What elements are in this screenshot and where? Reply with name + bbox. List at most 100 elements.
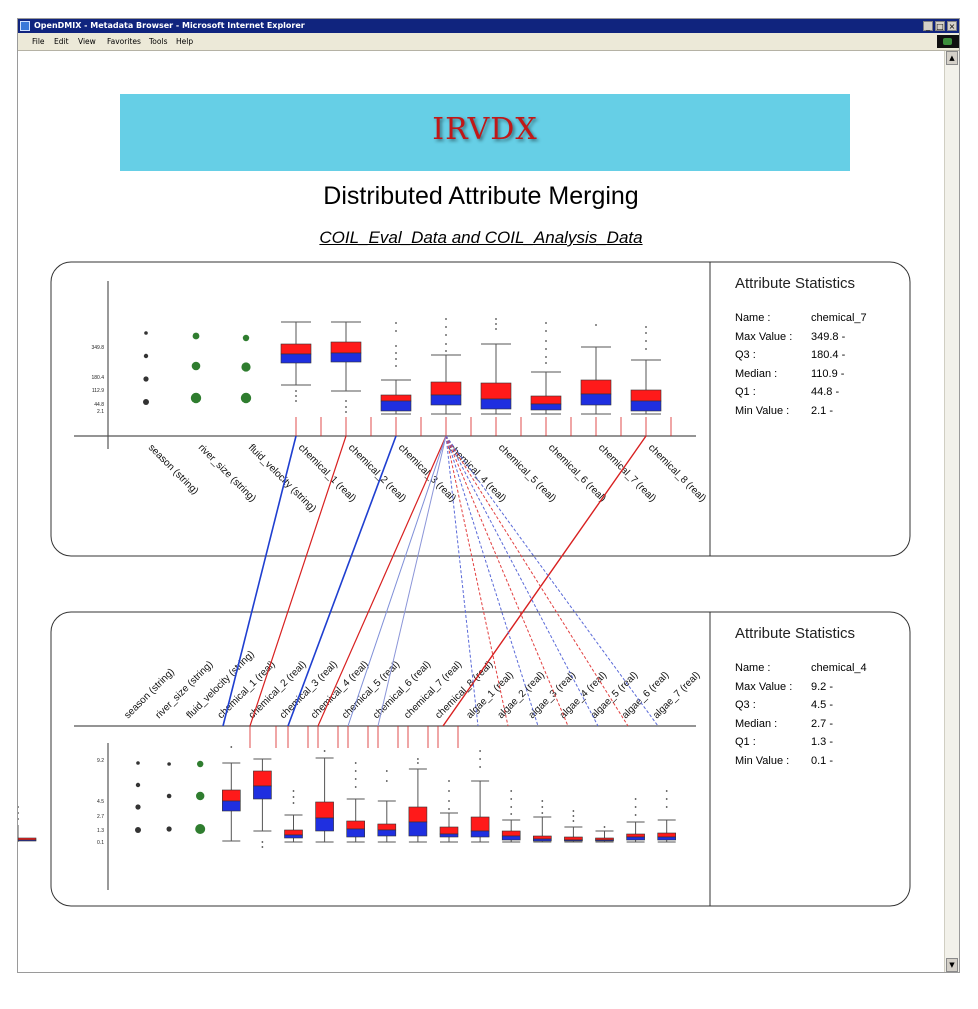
bottom-attribute-statistics: Attribute Statistics Name : chemical_4 Ma…: [735, 625, 931, 770]
bottom-river-size-dot: [166, 826, 172, 832]
top-box-1-box-upper: [280, 343, 312, 355]
menu-tools[interactable]: Tools: [149, 37, 168, 46]
bottom-box-12-outlier: [572, 815, 575, 817]
browser-window: OpenDMIX - Metadata Browser - Microsoft …: [17, 18, 960, 973]
bottom-box-13-outlier: [603, 826, 606, 828]
bottom-box-14-outlier: [634, 806, 637, 808]
attribute-link-line: [445, 435, 599, 727]
top-box-6-outlier: [545, 356, 547, 358]
scroll-up-arrow-icon[interactable]: ▲: [946, 51, 958, 65]
top-box-3-outlier: [395, 358, 397, 360]
scroll-down-arrow-icon[interactable]: ▼: [946, 958, 958, 972]
top-season-dot: [144, 331, 148, 335]
menu-help[interactable]: Help: [176, 37, 194, 46]
top-box-7-box-upper: [580, 379, 612, 395]
stat-median-label: Median :: [735, 717, 778, 730]
attribute-link-line: [445, 435, 629, 727]
top-box-8-box-lower: [630, 400, 662, 412]
top-box-2-outlier: [345, 411, 347, 413]
stat-q3-label: Q3 :: [735, 699, 756, 711]
bottom-fluid-velocity-dot: [197, 760, 204, 768]
menu-file[interactable]: File: [32, 37, 45, 46]
bottom-season-dot: [136, 761, 140, 765]
title-bar: OpenDMIX - Metadata Browser - Microsoft …: [18, 19, 959, 33]
stat-q1-value: 44.8 -: [811, 386, 840, 398]
bottom-tick-label: 1.3: [97, 828, 104, 834]
bottom-box-9-box-upper: [470, 816, 490, 832]
bottom-box-2-outlier: [261, 841, 264, 843]
bottom-box-10-outlier: [510, 798, 513, 800]
bottom-box-6-box-upper: [377, 823, 397, 831]
stat-q1-label: Q1 :: [735, 736, 756, 748]
attribute-links: [222, 435, 659, 727]
bottom-box-9-box-lower: [470, 830, 490, 838]
top-box-3-outlier: [395, 322, 397, 324]
bottom-box-11-box-lower: [532, 838, 552, 842]
bottom-box-16-outlier: [18, 806, 19, 808]
minimize-button[interactable]: _: [923, 21, 933, 31]
stat-q3-value: 4.5 -: [811, 699, 834, 711]
top-box-4-outlier: [445, 350, 447, 352]
top-box-1-outlier: [295, 400, 297, 402]
bottom-box-15-outlier: [665, 806, 668, 808]
bottom-box-14-outlier: [634, 814, 637, 816]
merge-diagram: 349.8 180.4 112.9 44.82.1 season (string) riv…: [18, 261, 911, 907]
top-box-6-outlier: [545, 322, 547, 324]
bottom-box-1-outlier: [230, 746, 233, 748]
bottom-box-10-outlier: [510, 806, 513, 808]
menu-view[interactable]: View: [78, 37, 96, 46]
top-box-1-box-lower: [280, 353, 312, 364]
top-box-4-outlier: [445, 334, 447, 336]
attribute-link-line: [287, 435, 397, 727]
top-tick-label: 180.4: [91, 375, 104, 381]
bottom-box-10-outlier: [510, 790, 513, 792]
top-box-4-box-lower: [430, 394, 462, 406]
maximize-button[interactable]: □: [935, 21, 945, 31]
vertical-scrollbar[interactable]: ▲ ▼: [944, 51, 959, 972]
close-button[interactable]: ×: [947, 21, 957, 31]
top-tick-label: 2.1: [97, 409, 104, 415]
bottom-box-4-outlier: [323, 750, 326, 752]
bottom-box-2-box-lower: [253, 785, 272, 800]
stats-title: Attribute Statistics: [735, 275, 856, 292]
attribute-link-line: [377, 435, 447, 727]
bottom-box-15-outlier: [665, 798, 668, 800]
bottom-fluid-velocity-dot: [196, 791, 205, 801]
bottom-attribute-label: chemical_7 (real): [402, 659, 464, 721]
bottom-box-8-outlier: [448, 808, 450, 810]
stat-q1-value: 1.3 -: [811, 736, 834, 748]
attribute-link-line: [222, 435, 297, 727]
bottom-box-11-outlier: [541, 812, 544, 814]
top-box-5-outlier: [495, 328, 497, 330]
attribute-link-line: [347, 435, 447, 727]
attribute-link-line: [249, 435, 347, 727]
menu-edit[interactable]: Edit: [54, 37, 69, 46]
top-box-5-outlier: [495, 323, 497, 325]
top-box-5-box-upper: [480, 382, 512, 400]
bottom-box-8-outlier: [448, 780, 450, 782]
bottom-box-12-outlier: [572, 810, 575, 812]
bottom-tick-label: 0.1: [97, 840, 104, 846]
stat-max-label: Max Value :: [735, 330, 793, 343]
bottom-box-6-outlier: [385, 780, 388, 782]
attribute-link-line: [317, 435, 447, 727]
menu-favorites[interactable]: Favorites: [107, 37, 141, 46]
stat-min-value: 2.1 -: [811, 404, 834, 417]
bottom-box-13-box-lower: [595, 839, 614, 842]
top-box-2-box-upper: [330, 341, 362, 354]
bottom-box-3-outlier: [292, 790, 295, 792]
bottom-box-10-outlier: [510, 813, 513, 815]
bottom-box-7-outlier: [417, 762, 419, 764]
top-box-8-outlier: [645, 348, 647, 350]
stat-max-value: 9.2 -: [811, 680, 834, 693]
top-tick-label: 44.8: [94, 402, 104, 408]
top-tick-label: 349.8: [91, 345, 104, 351]
bottom-box-12-box-upper: [564, 836, 583, 841]
bottom-box-15-box-lower: [657, 836, 677, 841]
top-season-dot: [143, 376, 149, 382]
top-fluid-velocity-dot: [240, 392, 252, 404]
bottom-box-7-box-lower: [408, 821, 428, 837]
stat-min-label: Min Value :: [735, 754, 790, 767]
page-subtitle[interactable]: COIL_Eval_Data and COIL_Analysis_Data: [319, 228, 643, 247]
